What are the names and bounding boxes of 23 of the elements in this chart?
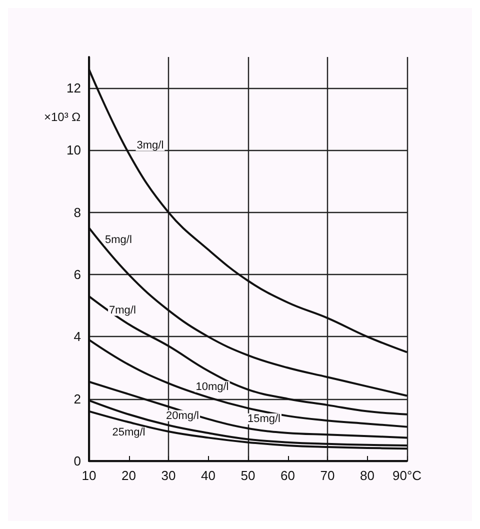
y-axis-title: ×10³ Ω bbox=[44, 110, 81, 124]
x-tick-label: 80 bbox=[360, 468, 374, 483]
x-tick-label: 50 bbox=[240, 468, 256, 483]
series-label: 5mg/l bbox=[105, 234, 132, 246]
series-label: 10mg/l bbox=[196, 380, 229, 393]
y-tick-label: 0 bbox=[74, 454, 81, 468]
y-tick-label: 4 bbox=[74, 329, 81, 344]
y-tick-label: 6 bbox=[74, 267, 81, 282]
x-tick-label: 40 bbox=[201, 468, 216, 483]
x-tick-label: 70 bbox=[320, 468, 335, 483]
series-label: 3mg/l bbox=[136, 139, 164, 152]
y-tick-label: 8 bbox=[74, 204, 81, 220]
y-tick-label: 10 bbox=[66, 142, 81, 158]
x-tick-label: 60 bbox=[280, 468, 295, 483]
series-label: 15mg/l bbox=[247, 412, 281, 425]
y-tick-label: 12 bbox=[66, 80, 81, 96]
series-label: 25mg/l bbox=[112, 426, 146, 439]
x-tick-label: 20 bbox=[122, 468, 136, 483]
x-tick-label: 30 bbox=[161, 468, 176, 483]
series-label: 20mg/l bbox=[166, 410, 200, 422]
x-tick-label: 90°C bbox=[392, 468, 422, 483]
series-label: 7mg/l bbox=[109, 304, 136, 316]
y-tick-label: 2 bbox=[74, 391, 81, 406]
